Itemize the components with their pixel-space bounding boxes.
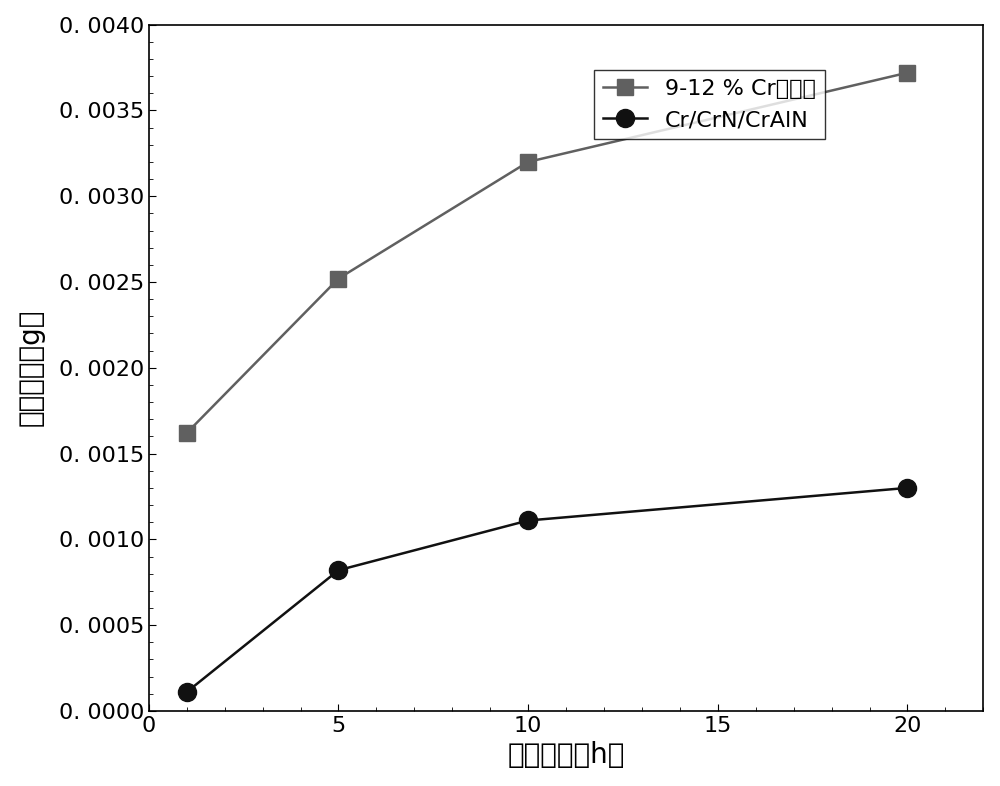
9-12 % Cr耐热钐: [522, 157, 534, 167]
Line: Cr/CrN/CrAlN: Cr/CrN/CrAlN: [178, 479, 916, 701]
9-12 % Cr耐热钐: [901, 68, 913, 77]
9-12 % Cr耐热钐: [332, 274, 344, 283]
Cr/CrN/CrAlN: [332, 565, 344, 575]
X-axis label: 氧化时间（h）: 氧化时间（h）: [507, 741, 625, 769]
Cr/CrN/CrAlN: [181, 687, 193, 696]
Cr/CrN/CrAlN: [522, 516, 534, 525]
Y-axis label: 氧化增重（g）: 氧化增重（g）: [17, 309, 45, 427]
9-12 % Cr耐热钐: [181, 428, 193, 438]
Cr/CrN/CrAlN: [901, 483, 913, 493]
Line: 9-12 % Cr耐热钐: 9-12 % Cr耐热钐: [179, 65, 915, 441]
Legend: 9-12 % Cr耐热钐, Cr/CrN/CrAlN: 9-12 % Cr耐热钐, Cr/CrN/CrAlN: [594, 70, 825, 139]
